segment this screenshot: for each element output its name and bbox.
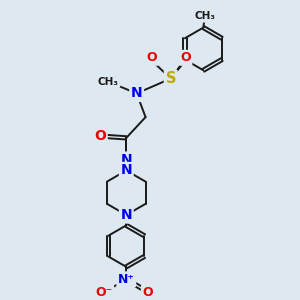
Text: CH₃: CH₃ [194,11,215,21]
Text: N: N [131,86,142,100]
Text: O: O [180,51,191,64]
Text: S: S [166,71,176,86]
Text: N: N [121,208,132,222]
Text: N⁺: N⁺ [118,273,135,286]
Text: N: N [121,164,132,178]
Text: O: O [94,129,106,143]
Text: O⁻: O⁻ [95,286,113,299]
Text: O: O [142,286,153,299]
Text: O: O [147,51,158,64]
Text: CH₃: CH₃ [98,76,119,86]
Text: N: N [121,153,132,167]
